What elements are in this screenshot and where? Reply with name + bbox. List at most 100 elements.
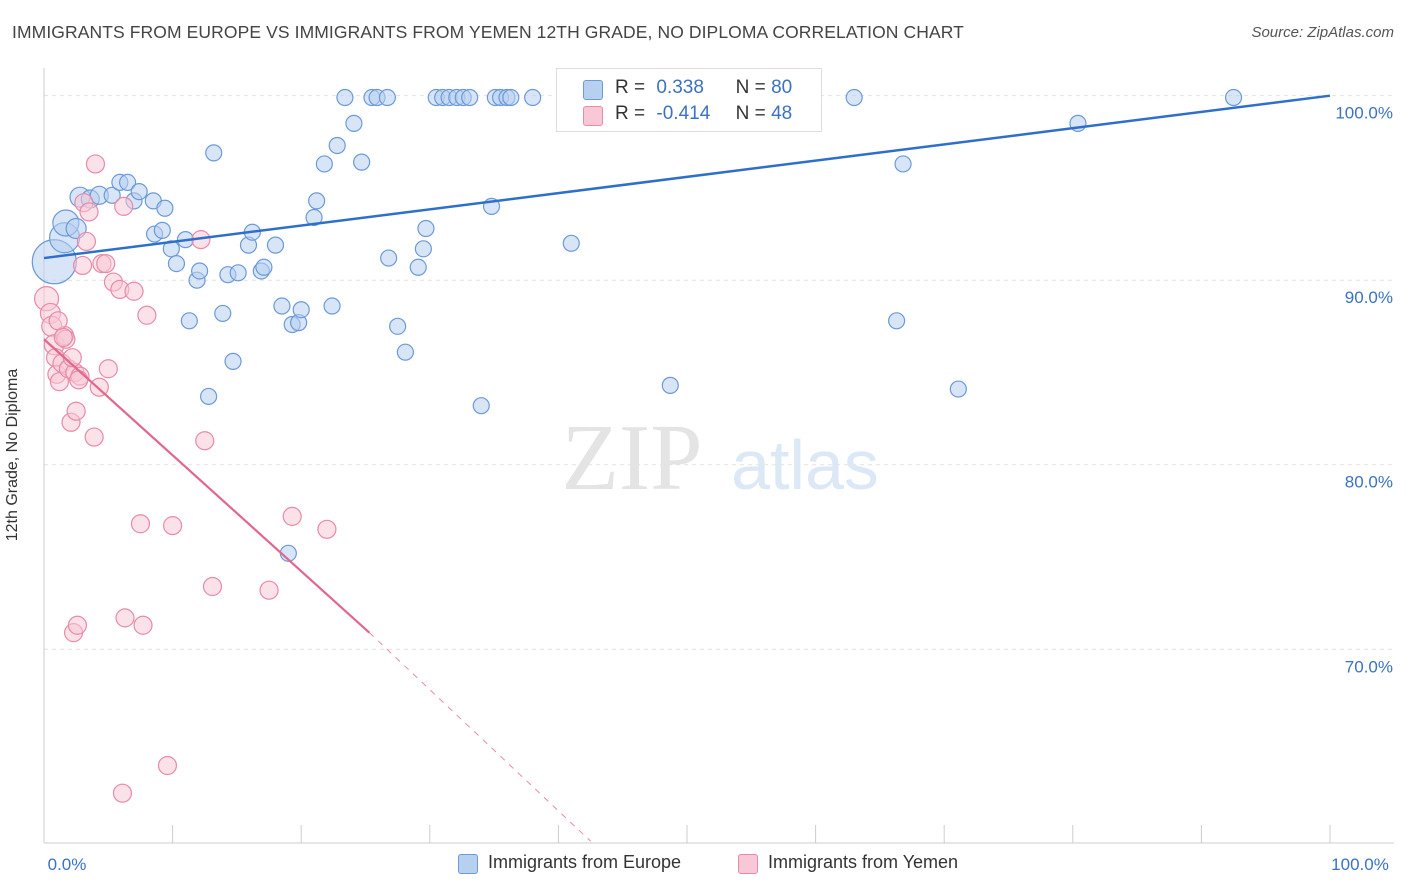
y-tick-label-0: 70.0%: [1345, 657, 1393, 676]
europe-point-11: [130, 183, 148, 201]
yemen-point-45: [53, 327, 73, 348]
europe-point-75: [888, 312, 906, 330]
europe-point-54: [417, 219, 435, 238]
bottom-legend-label-europe: Immigrants from Europe: [488, 852, 682, 872]
y-tick-label-3: 100.0%: [1335, 104, 1393, 123]
legend-swatch-yemen: [583, 106, 603, 126]
grid-lines: [44, 95, 1394, 650]
europe-points: [31, 88, 1243, 562]
europe-point-38: [305, 208, 323, 227]
watermark: ZIP atlas: [562, 406, 879, 510]
europe-point-37: [292, 301, 310, 319]
europe-point-19: [180, 312, 198, 330]
europe-point-27: [229, 264, 247, 282]
europe-point-68: [562, 234, 580, 252]
yemen-points: [33, 154, 337, 803]
europe-point-24: [214, 304, 232, 323]
europe-point-52: [409, 258, 427, 276]
europe-point-50: [389, 317, 407, 335]
bottom-legend-yemen: Immigrants from Yemen: [738, 852, 998, 876]
legend-r-label: R =: [615, 77, 646, 98]
yemen-point-19: [76, 231, 97, 252]
europe-point-74: [845, 88, 863, 107]
europe-point-23: [205, 144, 223, 162]
legend-n-value-yemen: 48: [771, 103, 793, 124]
yemen-point-30: [114, 196, 134, 216]
europe-point-48: [378, 88, 396, 107]
europe-point-43: [336, 88, 354, 107]
europe-point-66: [502, 88, 520, 107]
europe-point-14: [153, 221, 171, 239]
europe-point-67: [524, 88, 542, 107]
bottom-legend-europe: Immigrants from Europe: [458, 852, 718, 876]
yemen-point-35: [137, 305, 157, 325]
legend-n-label: N =: [735, 77, 766, 98]
europe-point-44: [345, 114, 363, 132]
legend-r-value-yemen: -0.414: [656, 103, 711, 124]
watermark-atlas: atlas: [731, 426, 879, 504]
yemen-point-15: [67, 615, 88, 635]
europe-point-76: [894, 155, 912, 173]
bottom-legend-swatch-europe: [458, 854, 478, 874]
legend-text-yemen: R = -0.414 N = 48: [615, 103, 792, 125]
europe-point-60: [461, 88, 479, 107]
yemen-point-29: [112, 783, 133, 803]
europe-point-17: [167, 254, 186, 273]
europe-point-15: [156, 199, 174, 217]
legend-row-yemen: R = -0.414 N = 48: [557, 102, 819, 130]
europe-point-33: [273, 297, 291, 315]
europe-point-40: [315, 155, 333, 173]
europe-point-79: [1224, 88, 1243, 107]
legend-r-value-europe: 0.338: [656, 77, 704, 98]
bottom-legend-swatch-yemen: [738, 854, 758, 874]
europe-point-21: [191, 262, 209, 280]
yemen-point-41: [259, 580, 279, 600]
yemen-point-42: [282, 506, 302, 526]
y-tick-label-1: 80.0%: [1345, 473, 1393, 492]
yemen-point-25: [96, 253, 116, 274]
europe-point-42: [328, 136, 346, 155]
chart-source: Source: ZipAtlas.com: [1251, 24, 1394, 41]
yemen-point-14: [66, 401, 86, 421]
europe-trend-line: [43, 94, 1331, 260]
europe-point-77: [949, 380, 967, 398]
legend-row-europe: R = 0.338 N = 80: [557, 76, 819, 104]
yemen-point-39: [195, 431, 215, 451]
europe-point-9: [118, 173, 137, 192]
europe-point-7: [103, 186, 121, 204]
yemen-trend-line: [43, 338, 371, 634]
europe-point-61: [472, 397, 490, 415]
chart-title: IMMIGRANTS FROM EUROPE VS IMMIGRANTS FRO…: [12, 22, 964, 42]
yemen-point-37: [163, 516, 183, 536]
yemen-point-43: [317, 519, 337, 539]
legend-n-value-europe: 80: [771, 77, 793, 98]
yemen-point-31: [115, 608, 135, 628]
bottom-legend-label-yemen: Immigrants from Yemen: [768, 852, 959, 872]
yemen-point-22: [85, 154, 106, 174]
yemen-point-26: [98, 359, 118, 379]
yemen-trend-extension: [369, 632, 591, 842]
yemen-point-20: [79, 202, 99, 222]
yemen-point-40: [202, 576, 223, 597]
yemen-point-32: [124, 281, 144, 301]
watermark-zip: ZIP: [562, 406, 703, 510]
yemen-point-44: [48, 311, 68, 331]
yemen-point-21: [84, 427, 104, 447]
axes: [43, 68, 1394, 844]
y-tick-label-2: 90.0%: [1345, 288, 1393, 307]
yemen-point-33: [130, 514, 151, 534]
europe-point-26: [224, 352, 242, 370]
legend-n-label: N =: [735, 103, 766, 124]
europe-point-39: [308, 192, 326, 210]
europe-point-71: [661, 376, 679, 394]
yemen-point-36: [157, 755, 178, 776]
europe-point-32: [266, 236, 285, 254]
tick-labels: 70.0% 80.0% 90.0% 100.0% 0.0% 100.0%: [48, 104, 1393, 874]
europe-point-22: [200, 387, 218, 406]
europe-point-49: [380, 249, 398, 267]
europe-point-45: [353, 153, 371, 171]
legend-r-label: R =: [615, 103, 646, 124]
europe-point-51: [396, 343, 414, 361]
legend-text-europe: R = 0.338 N = 80: [615, 77, 792, 99]
